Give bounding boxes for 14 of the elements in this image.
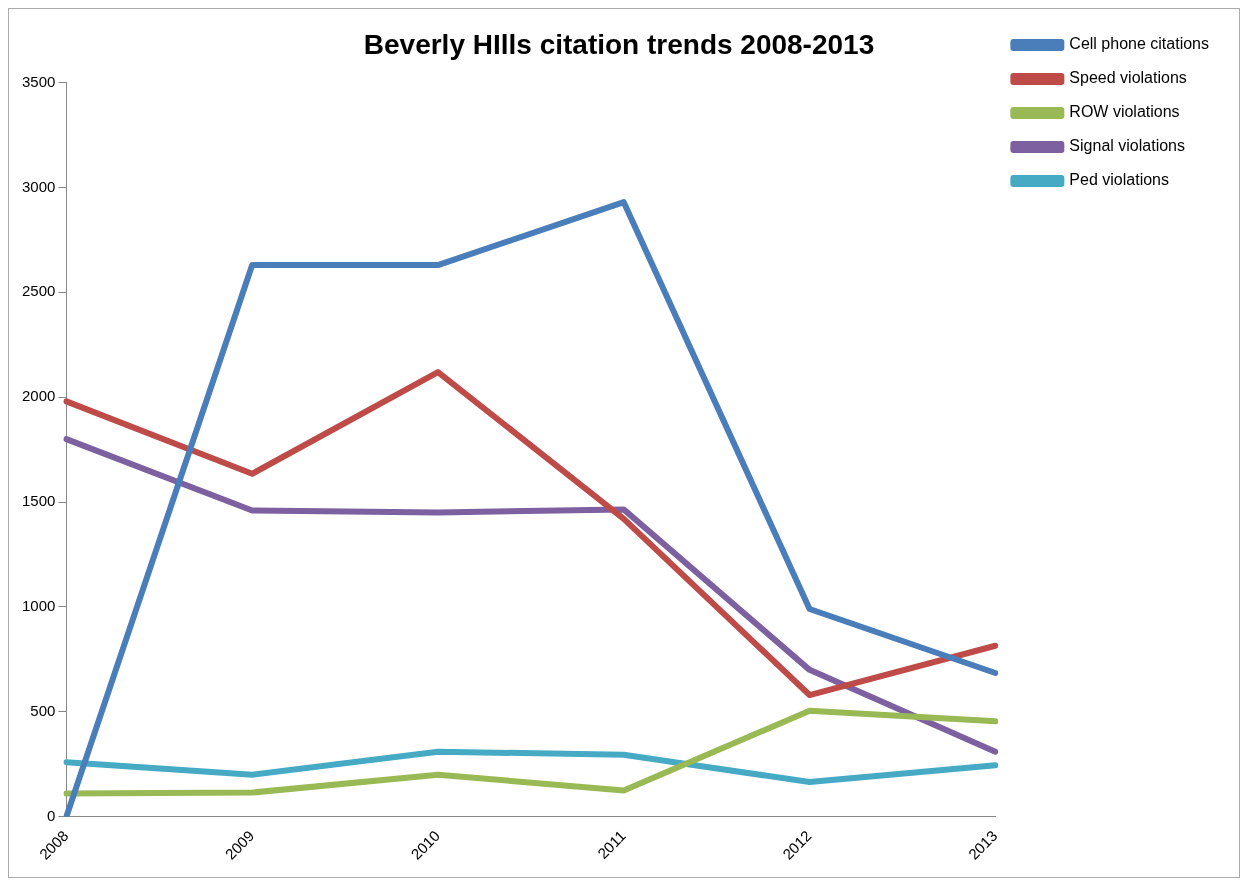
legend-label: Ped violations (1069, 171, 1169, 189)
y-tick-label: 3500 (21, 72, 56, 90)
y-tick-label: 1000 (21, 597, 56, 615)
y-tick-label: 2000 (21, 387, 56, 405)
y-tick-label: 2500 (21, 282, 56, 300)
y-tick-label: 0 (47, 806, 56, 824)
chart-title: Beverly HIlls citation trends 2008-2013 (363, 28, 875, 60)
legend-label: Cell phone citations (1069, 35, 1209, 53)
y-tick-label: 1500 (21, 492, 56, 510)
y-tick-label: 3000 (21, 177, 56, 195)
legend-label: Signal violations (1069, 137, 1185, 155)
legend-label: Speed violations (1069, 69, 1187, 87)
y-tick-label: 500 (30, 701, 56, 719)
legend-label: ROW violations (1069, 103, 1180, 121)
